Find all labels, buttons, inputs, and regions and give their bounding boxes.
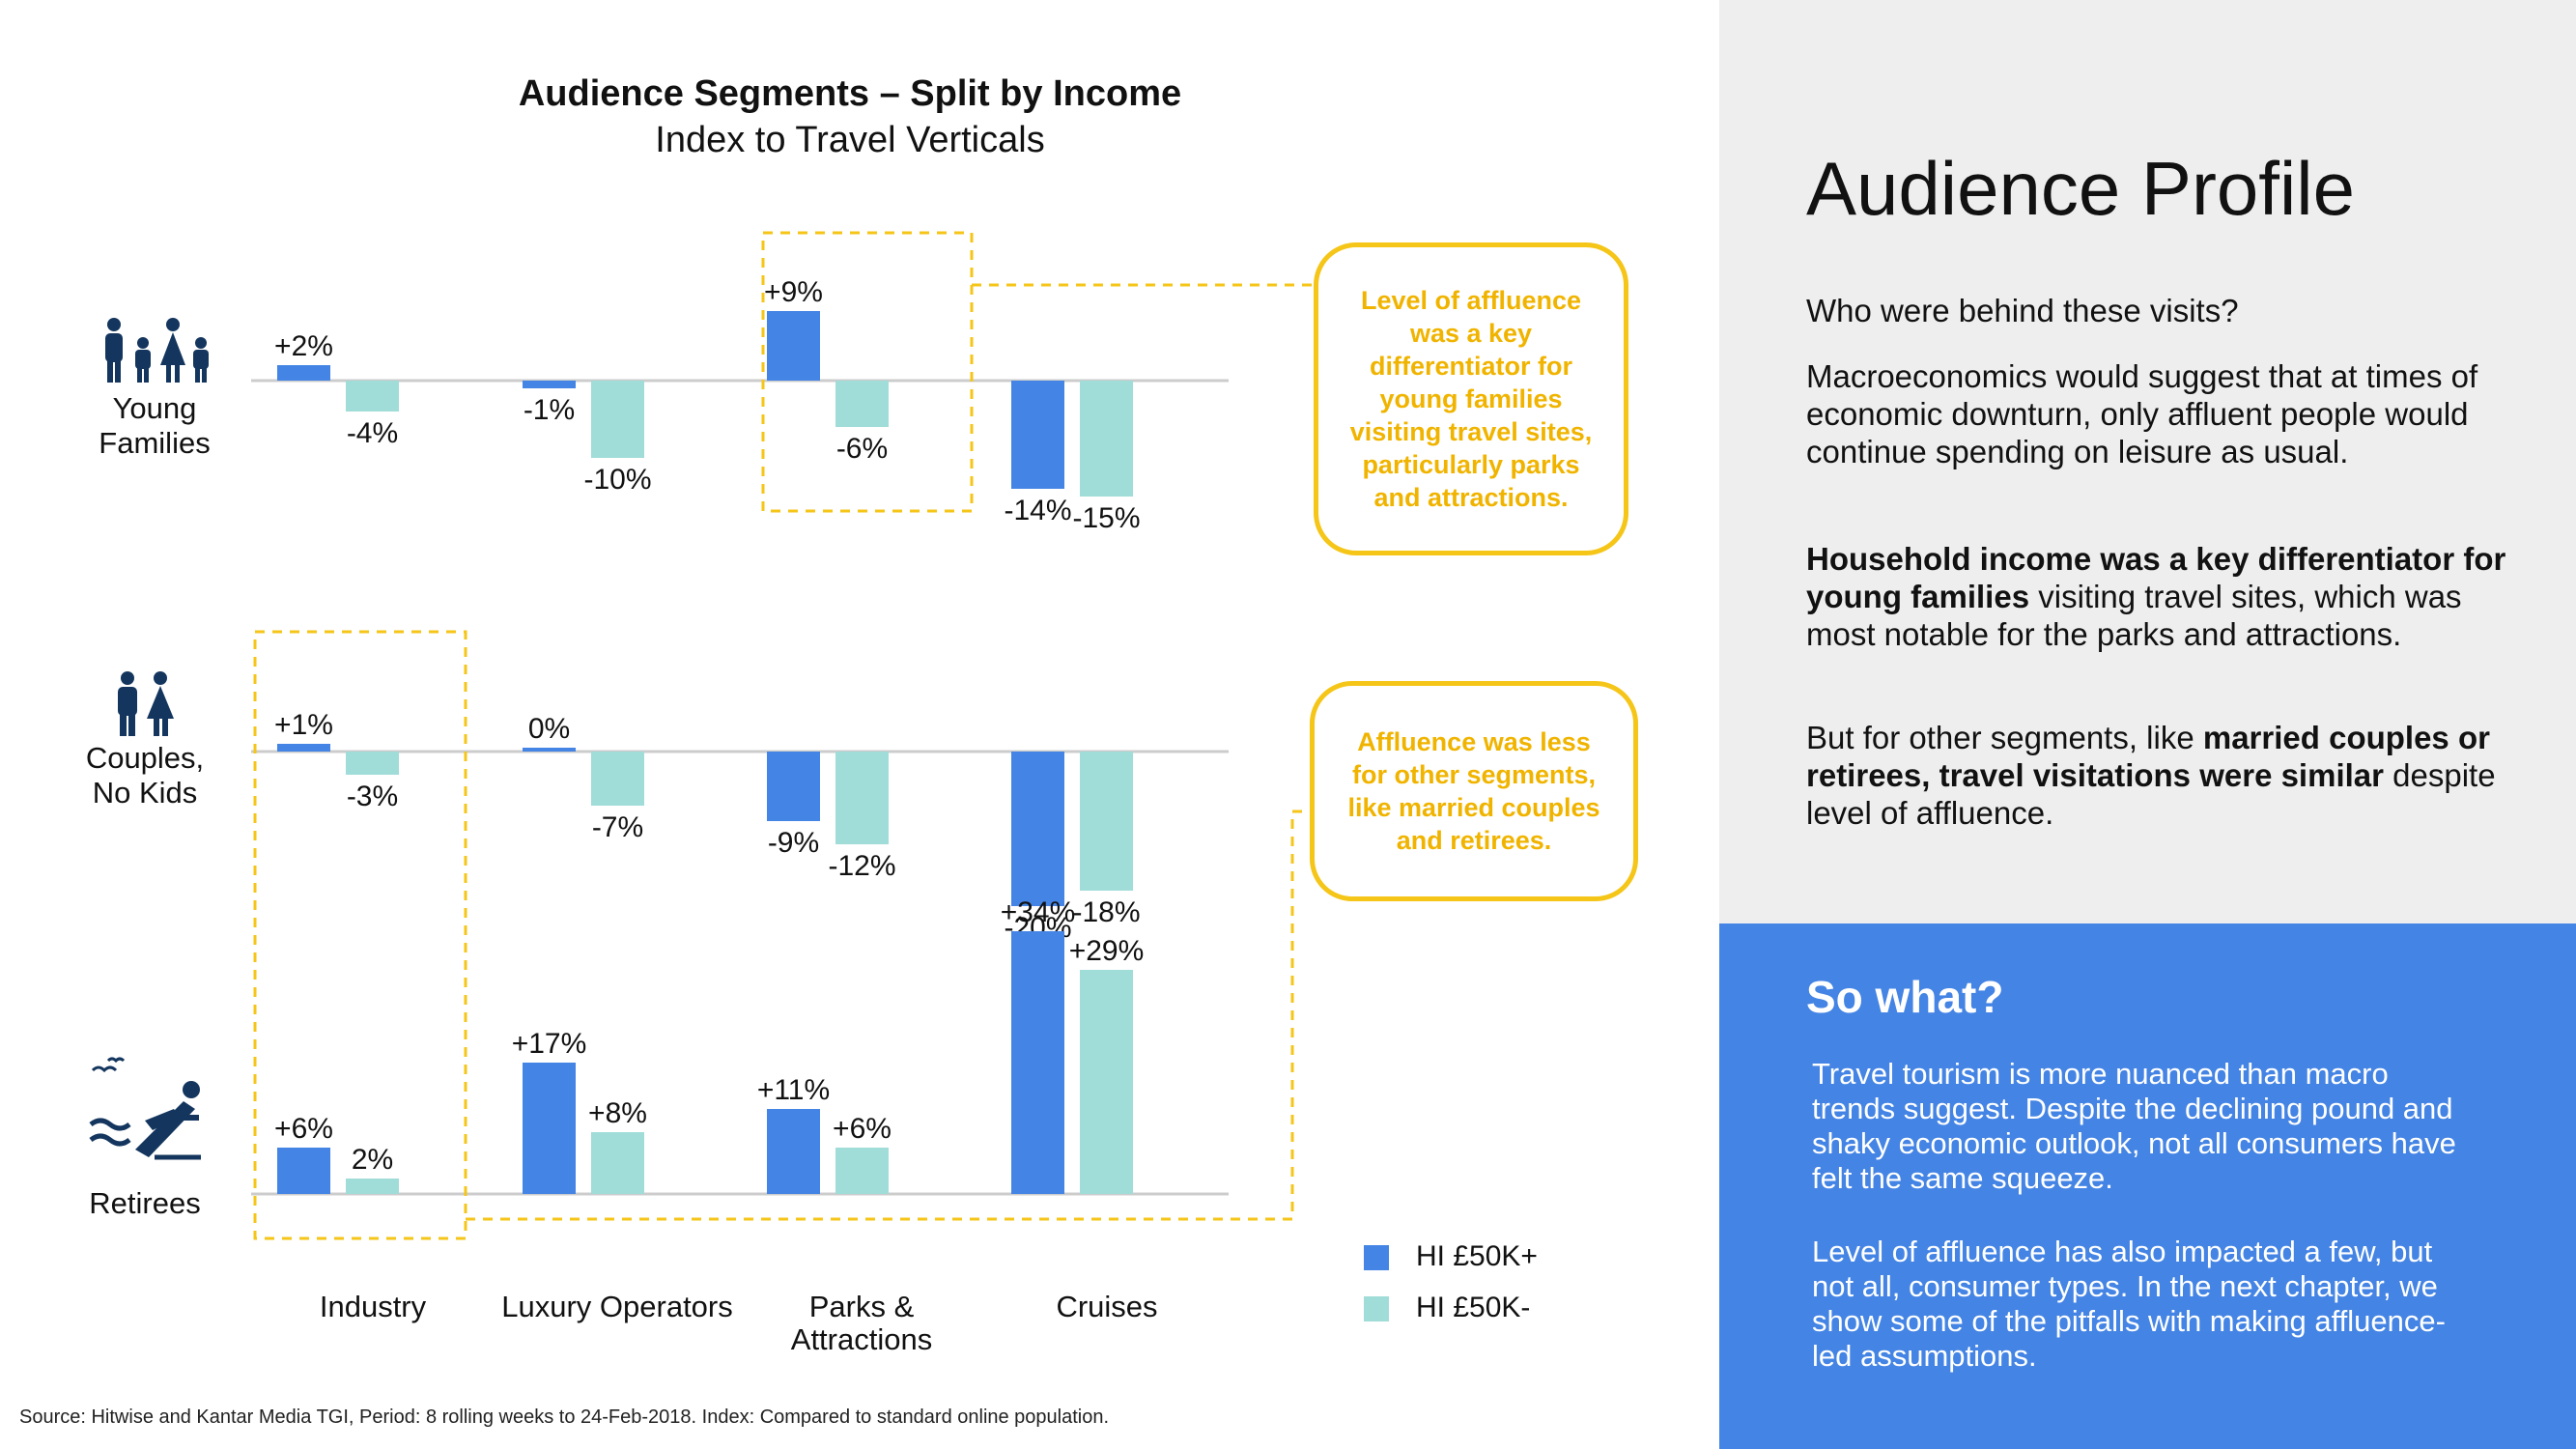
data-label-young-families-hi-minus-2: -6% bbox=[836, 433, 888, 465]
data-label-retirees-hi-minus-0: 2% bbox=[352, 1144, 393, 1176]
family-icon bbox=[100, 317, 216, 389]
so-what-title: So what? bbox=[1806, 971, 2003, 1023]
bar-retirees-hi-minus-2 bbox=[835, 1148, 889, 1194]
couple-icon bbox=[112, 670, 180, 743]
bar-young-families-hi-plus-1 bbox=[523, 381, 576, 388]
bar-retirees-hi-minus-0 bbox=[346, 1179, 399, 1194]
data-label-young-families-hi-plus-1: -1% bbox=[524, 394, 575, 426]
profile-paragraph-3: But for other segments, like married cou… bbox=[1806, 719, 2511, 832]
bar-retirees-hi-plus-2 bbox=[767, 1109, 820, 1194]
data-label-retirees-hi-minus-1: +8% bbox=[588, 1097, 647, 1129]
bar-young-families-hi-minus-2 bbox=[835, 381, 889, 427]
data-label-retirees-hi-plus-2: +11% bbox=[757, 1074, 830, 1106]
bar-young-families-hi-plus-0 bbox=[277, 365, 330, 381]
callout-young-families: Level of affluence was a key differentia… bbox=[1314, 242, 1628, 555]
data-label-young-families-hi-plus-0: +2% bbox=[274, 330, 333, 362]
data-label-retirees-hi-plus-3: +34% bbox=[1001, 896, 1076, 928]
data-label-couples-hi-minus-0: -3% bbox=[347, 781, 398, 812]
segment-label-retirees: Retirees bbox=[48, 1186, 241, 1221]
bar-couples-hi-minus-2 bbox=[835, 752, 889, 844]
bar-couples-hi-minus-0 bbox=[346, 752, 399, 775]
bar-couples-hi-plus-3 bbox=[1011, 752, 1064, 906]
category-label-industry: Industry bbox=[238, 1291, 508, 1323]
segment-label-couples: Couples, No Kids bbox=[48, 741, 241, 810]
bar-couples-hi-plus-0 bbox=[277, 744, 330, 752]
data-label-young-families-hi-plus-2: +9% bbox=[764, 276, 823, 308]
profile-question: Who were behind these visits? bbox=[1806, 292, 2511, 329]
profile-paragraph-1: Macroeconomics would suggest that at tim… bbox=[1806, 357, 2511, 470]
data-label-retirees-hi-minus-3: +29% bbox=[1069, 935, 1145, 967]
data-label-young-families-hi-plus-3: -14% bbox=[1004, 495, 1071, 526]
beach-chair-icon bbox=[87, 1057, 212, 1168]
bar-retirees-hi-minus-1 bbox=[591, 1132, 644, 1194]
data-label-retirees-hi-minus-2: +6% bbox=[833, 1113, 892, 1145]
bar-young-families-hi-minus-3 bbox=[1080, 381, 1133, 497]
data-label-couples-hi-minus-1: -7% bbox=[592, 811, 643, 843]
bar-couples-hi-plus-2 bbox=[767, 752, 820, 821]
data-label-couples-hi-plus-1: 0% bbox=[528, 713, 570, 745]
data-label-couples-hi-plus-2: -9% bbox=[768, 827, 819, 859]
legend-label-hi-plus: HI £50K+ bbox=[1416, 1240, 1538, 1273]
legend-swatch-hi-minus bbox=[1364, 1296, 1389, 1321]
category-label-parks: Parks & Attractions bbox=[726, 1291, 997, 1356]
data-label-young-families-hi-minus-1: -10% bbox=[583, 464, 651, 496]
legend-label-hi-minus: HI £50K- bbox=[1416, 1292, 1530, 1324]
data-label-young-families-hi-minus-0: -4% bbox=[347, 417, 398, 449]
chart-bars: +2%-1%+9%-14%-4%-10%-6%-15%+1% 0%-9%-20%-… bbox=[251, 276, 1229, 1194]
segment-label-young-families: Young Families bbox=[58, 391, 251, 461]
bar-young-families-hi-plus-2 bbox=[767, 311, 820, 381]
profile-paragraph-3-start: But for other segments, like bbox=[1806, 720, 2203, 755]
bar-couples-hi-minus-3 bbox=[1080, 752, 1133, 891]
bar-young-families-hi-minus-0 bbox=[346, 381, 399, 412]
data-label-young-families-hi-minus-3: -15% bbox=[1072, 502, 1140, 534]
data-label-retirees-hi-plus-0: +6% bbox=[274, 1113, 333, 1145]
data-label-couples-hi-plus-0: +1% bbox=[274, 709, 333, 741]
bar-retirees-hi-minus-3 bbox=[1080, 970, 1133, 1194]
profile-paragraph-2: Household income was a key differentiato… bbox=[1806, 540, 2511, 653]
data-label-couples-hi-minus-3: -18% bbox=[1072, 896, 1140, 928]
bar-young-families-hi-plus-3 bbox=[1011, 381, 1064, 489]
profile-title: Audience Profile bbox=[1806, 145, 2355, 233]
legend-swatch-hi-plus bbox=[1364, 1245, 1389, 1270]
callout-other-segments: Affluence was less for other segments, l… bbox=[1310, 681, 1638, 901]
category-label-cruises: Cruises bbox=[972, 1291, 1242, 1323]
data-label-couples-hi-minus-2: -12% bbox=[828, 850, 895, 882]
bar-couples-hi-plus-1 bbox=[523, 748, 576, 752]
bar-retirees-hi-plus-1 bbox=[523, 1063, 576, 1194]
data-label-retirees-hi-plus-1: +17% bbox=[512, 1028, 587, 1060]
so-what-paragraph-1: Travel tourism is more nuanced than macr… bbox=[1812, 1057, 2469, 1196]
bar-retirees-hi-plus-3 bbox=[1011, 931, 1064, 1194]
bar-couples-hi-minus-1 bbox=[591, 752, 644, 806]
bar-young-families-hi-minus-1 bbox=[591, 381, 644, 458]
category-label-luxury: Luxury Operators bbox=[481, 1291, 753, 1323]
source-note: Source: Hitwise and Kantar Media TGI, Pe… bbox=[19, 1406, 1109, 1429]
bar-retirees-hi-plus-0 bbox=[277, 1148, 330, 1194]
so-what-paragraph-2: Level of affluence has also impacted a f… bbox=[1812, 1235, 2469, 1374]
